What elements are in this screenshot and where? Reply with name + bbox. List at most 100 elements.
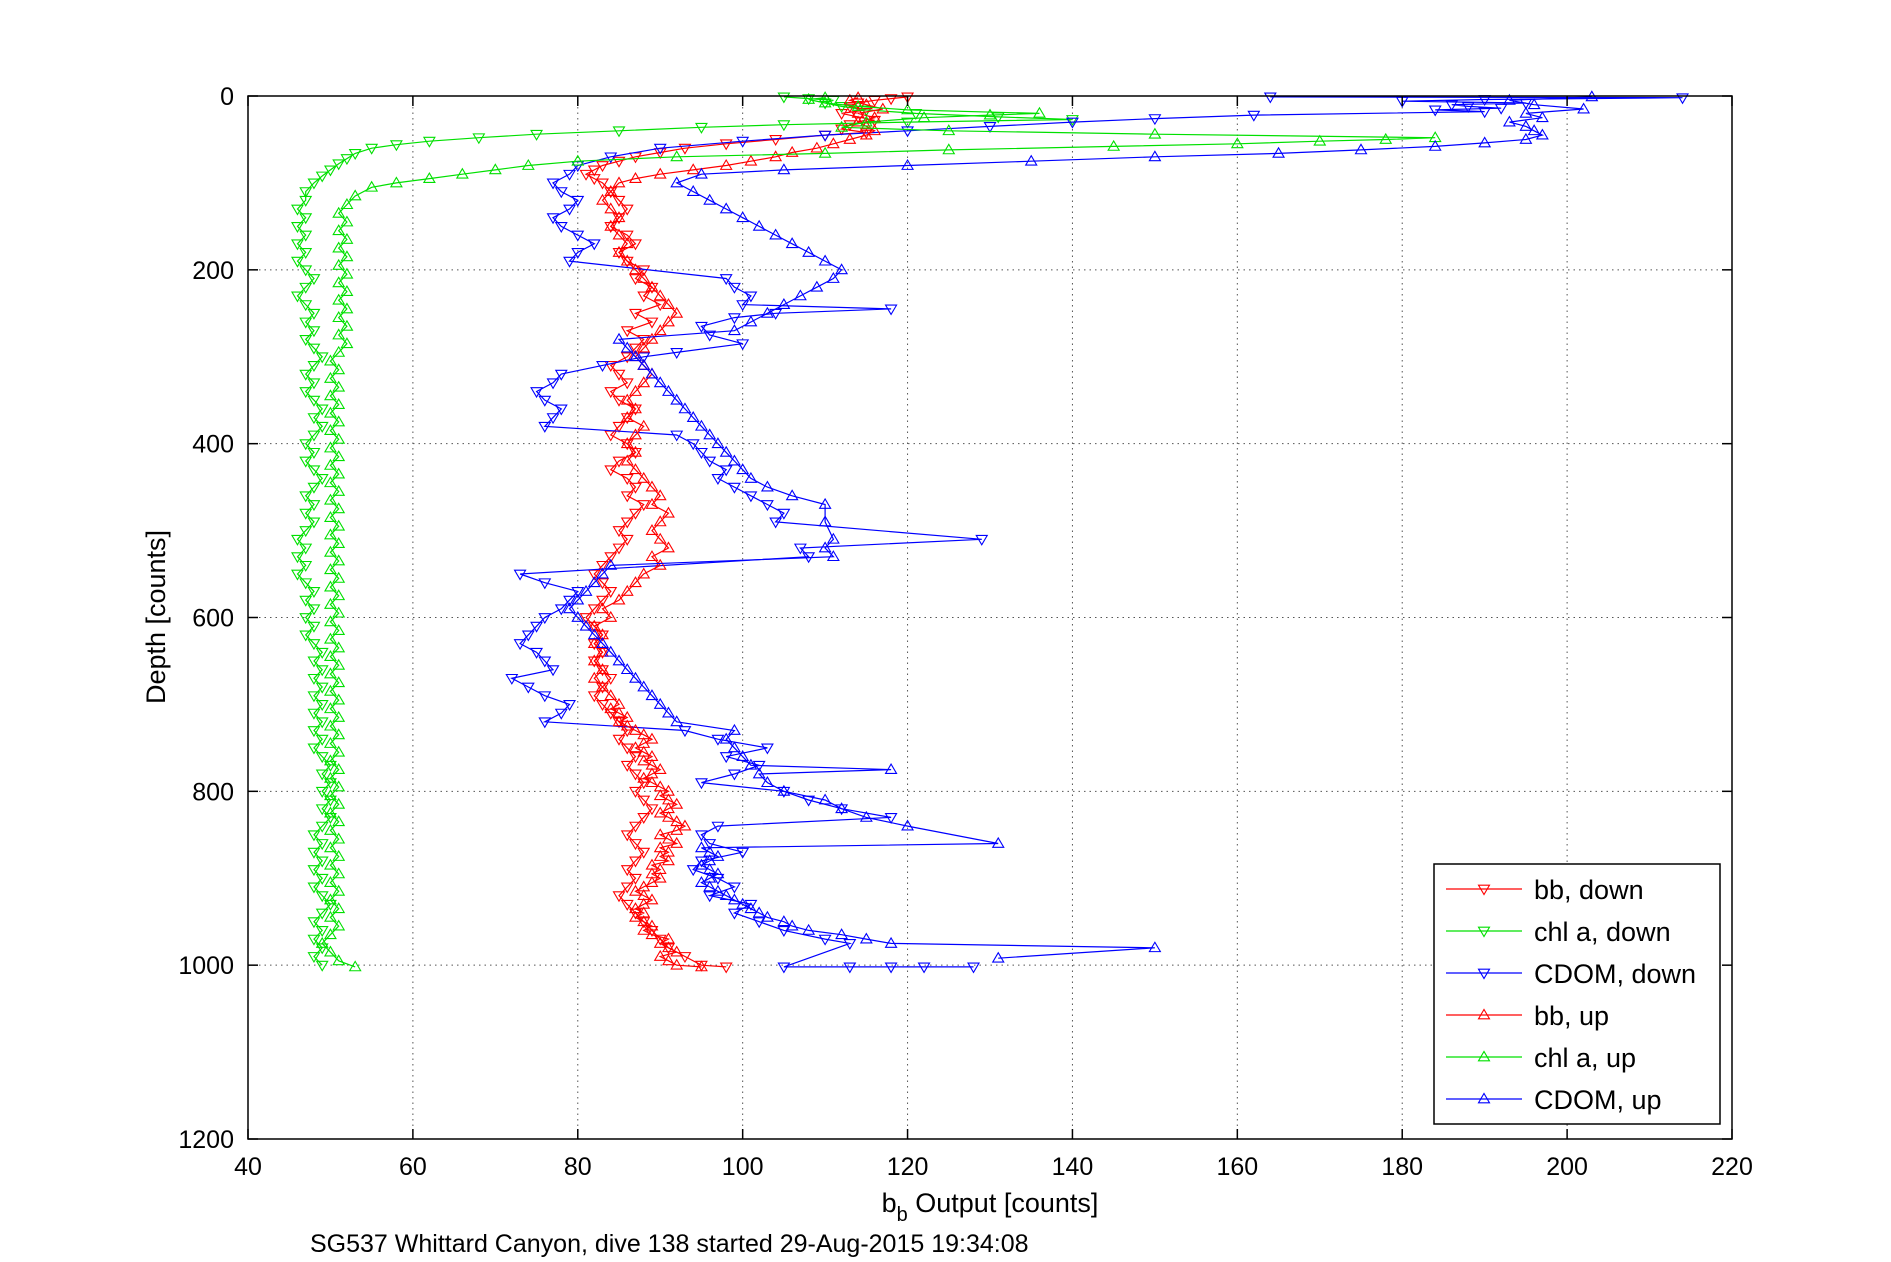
data-point xyxy=(530,387,544,399)
data-point xyxy=(629,239,642,251)
legend-label: chl a, up xyxy=(1534,1043,1636,1073)
data-point xyxy=(299,369,313,381)
data-point xyxy=(777,915,791,927)
data-point xyxy=(307,830,321,842)
data-point xyxy=(307,465,321,477)
data-point xyxy=(620,237,634,249)
data-point xyxy=(727,454,741,466)
data-point xyxy=(727,313,741,325)
data-point xyxy=(505,673,519,685)
data-point xyxy=(332,311,346,323)
data-point xyxy=(1502,93,1516,105)
data-point xyxy=(620,865,634,877)
data-point xyxy=(818,254,832,266)
data-point xyxy=(884,813,898,824)
data-point xyxy=(291,221,304,233)
data-point xyxy=(604,152,618,164)
data-point xyxy=(826,271,840,283)
data-point xyxy=(307,378,321,390)
data-point xyxy=(645,550,659,562)
data-point xyxy=(596,663,609,675)
data-point xyxy=(620,474,634,486)
data-point xyxy=(323,806,337,818)
data-point xyxy=(818,515,832,527)
data-point xyxy=(323,406,337,418)
data-point xyxy=(612,654,626,666)
data-point xyxy=(579,619,593,631)
data-point xyxy=(901,117,915,129)
data-point xyxy=(645,858,659,870)
data-point xyxy=(719,752,733,764)
data-point xyxy=(307,430,321,442)
data-point xyxy=(736,211,750,223)
data-point xyxy=(596,682,609,694)
y-tick-label: 200 xyxy=(192,257,234,285)
data-point xyxy=(694,321,708,333)
data-point xyxy=(315,404,329,416)
y-tick-label: 1000 xyxy=(178,952,234,980)
data-point xyxy=(629,263,642,275)
data-point xyxy=(612,332,626,344)
data-point xyxy=(637,500,651,512)
data-point xyxy=(1478,136,1492,148)
data-point xyxy=(637,471,651,483)
y-tick-label: 1200 xyxy=(178,1126,234,1154)
data-point xyxy=(851,106,865,118)
data-point xyxy=(711,437,725,449)
data-point xyxy=(802,923,816,935)
data-point xyxy=(571,610,585,622)
data-point xyxy=(629,769,642,781)
data-point xyxy=(843,962,857,974)
data-point xyxy=(1065,115,1079,127)
data-point xyxy=(826,137,840,149)
data-point xyxy=(604,187,618,199)
data-point xyxy=(340,215,354,227)
data-point xyxy=(901,126,915,138)
data-point xyxy=(323,841,337,853)
data-point xyxy=(307,726,321,738)
data-point xyxy=(571,593,585,605)
data-point xyxy=(546,378,560,390)
data-point xyxy=(587,604,601,616)
data-point xyxy=(694,419,708,431)
data-point xyxy=(587,671,601,683)
data-point xyxy=(307,447,321,459)
data-point xyxy=(315,873,329,885)
data-point xyxy=(620,760,634,772)
data-point xyxy=(620,439,634,451)
data-point xyxy=(596,645,609,657)
data-point xyxy=(307,691,321,703)
data-point xyxy=(332,832,346,844)
data-point xyxy=(323,910,337,922)
data-point xyxy=(332,589,346,601)
data-point xyxy=(752,917,766,929)
data-point xyxy=(777,92,791,104)
data-point xyxy=(629,447,642,459)
data-point xyxy=(744,471,758,483)
data-point xyxy=(785,145,799,157)
data-point xyxy=(299,508,313,520)
data-point xyxy=(884,304,898,316)
data-point xyxy=(307,587,321,599)
data-point xyxy=(307,604,321,616)
data-point xyxy=(744,315,758,327)
legend-marker xyxy=(1477,926,1491,938)
data-point xyxy=(629,463,642,475)
data-point xyxy=(307,517,321,529)
data-point xyxy=(596,647,609,659)
data-point xyxy=(307,178,321,190)
data-point xyxy=(901,819,915,831)
data-point xyxy=(323,580,337,592)
data-point xyxy=(332,415,346,427)
data-point xyxy=(1148,941,1162,953)
data-point xyxy=(332,902,346,914)
data-point xyxy=(612,228,626,240)
data-point xyxy=(340,232,354,244)
data-point xyxy=(884,936,898,948)
data-point xyxy=(315,839,329,851)
data-point xyxy=(736,339,750,351)
data-point xyxy=(645,317,659,329)
data-point xyxy=(332,293,346,305)
data-point xyxy=(620,326,634,338)
x-tick-label: 60 xyxy=(399,1153,427,1181)
